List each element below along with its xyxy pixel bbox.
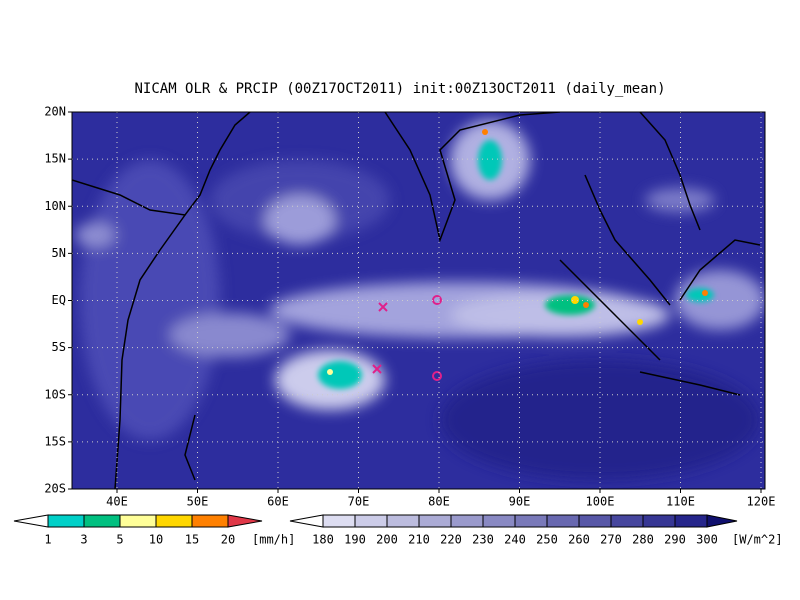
colorbar-label: 300 [696, 533, 718, 547]
colorbar-label: 20 [221, 533, 235, 547]
colorbar-label: 210 [408, 533, 430, 547]
colorbar-arrow [706, 514, 738, 528]
colorbar-label: 10 [149, 533, 163, 547]
lon-label: 110E [666, 495, 695, 509]
colorbar-box [642, 514, 676, 528]
colorbar-box [514, 514, 548, 528]
lon-label: 120E [747, 495, 776, 509]
colorbar-box [482, 514, 516, 528]
colorbar-label: 260 [568, 533, 590, 547]
lat-label: 20N [44, 105, 66, 119]
colorbar-label: 190 [344, 533, 366, 547]
colorbar-box [191, 514, 229, 528]
colorbar-arrow [13, 514, 49, 528]
colorbar-box [546, 514, 580, 528]
lon-label: 100E [586, 495, 615, 509]
colorbar-box [47, 514, 85, 528]
lat-label: 5S [52, 340, 66, 354]
colorbar-label: 230 [472, 533, 494, 547]
colorbar-label: 240 [504, 533, 526, 547]
lat-label: 15N [44, 152, 66, 166]
lon-label: 80E [428, 495, 450, 509]
colorbar-box [610, 514, 644, 528]
colorbar-arrow [289, 514, 324, 528]
colorbar-label: 180 [312, 533, 334, 547]
colorbar-box [119, 514, 157, 528]
lat-label: 15S [44, 434, 66, 448]
lat-label: 20S [44, 482, 66, 496]
colorbar-box [354, 514, 388, 528]
colorbar-label: 15 [185, 533, 199, 547]
colorbar-box [386, 514, 420, 528]
colorbar-label: 220 [440, 533, 462, 547]
lon-label: 50E [187, 495, 209, 509]
lat-label: 10S [44, 387, 66, 401]
colorbar-arrow [227, 514, 263, 528]
lon-label: 90E [509, 495, 531, 509]
colorbar-box [418, 514, 452, 528]
lon-label: 60E [267, 495, 289, 509]
colorbar-label: 290 [664, 533, 686, 547]
colorbar-unit: [W/m^2] [732, 533, 783, 547]
lon-label: 70E [348, 495, 370, 509]
lat-label: 10N [44, 199, 66, 213]
map-field [72, 112, 765, 489]
colorbar-box [322, 514, 356, 528]
colorbar-box [578, 514, 612, 528]
map-title: NICAM OLR & PRCIP (00Z17OCT2011) init:00… [134, 81, 665, 97]
colorbar-label: 280 [632, 533, 654, 547]
colorbar-label: 200 [376, 533, 398, 547]
lon-label: 40E [106, 495, 128, 509]
colorbar-label: 1 [44, 533, 51, 547]
colorbar-box [450, 514, 484, 528]
lat-label: 5N [52, 246, 66, 260]
colorbar-box [674, 514, 708, 528]
lat-label: EQ [52, 293, 66, 307]
colorbar-label: 270 [600, 533, 622, 547]
colorbar-label: 3 [80, 533, 87, 547]
colorbar-label: 250 [536, 533, 558, 547]
colorbar-box [83, 514, 121, 528]
colorbar-box [155, 514, 193, 528]
colorbar-unit: [mm/h] [252, 533, 295, 547]
colorbar-label: 5 [116, 533, 123, 547]
